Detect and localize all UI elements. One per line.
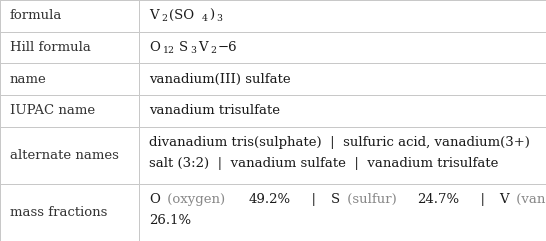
Text: (SO: (SO [169, 9, 194, 22]
Text: |: | [303, 193, 324, 206]
Text: divanadium tris(sulphate)  |  sulfuric acid, vanadium(3+): divanadium tris(sulphate) | sulfuric aci… [149, 136, 530, 149]
Text: S: S [331, 193, 340, 206]
Text: S: S [179, 41, 188, 54]
Text: ): ) [209, 9, 215, 22]
Text: 24.7%: 24.7% [418, 193, 460, 206]
Text: 49.2%: 49.2% [249, 193, 291, 206]
Bar [139, 127, 546, 184]
Text: 12: 12 [163, 46, 175, 55]
Text: (sulfur): (sulfur) [342, 193, 401, 206]
Text: 26.1%: 26.1% [149, 214, 191, 227]
Text: 4: 4 [201, 14, 207, 23]
Text: salt (3:2)  |  vanadium sulfate  |  vanadium trisulfate: salt (3:2) | vanadium sulfate | vanadium… [149, 157, 498, 170]
Bar [0, 127, 139, 184]
Text: vanadium trisulfate: vanadium trisulfate [149, 104, 280, 117]
Text: alternate names: alternate names [10, 149, 118, 162]
Text: Hill formula: Hill formula [10, 41, 91, 54]
Text: V: V [149, 9, 159, 22]
Text: (vanadium): (vanadium) [512, 193, 546, 206]
Text: V: V [500, 193, 509, 206]
Text: name: name [10, 73, 46, 86]
Text: 3: 3 [216, 14, 222, 23]
Bar [139, 63, 546, 95]
Text: mass fractions: mass fractions [10, 206, 107, 219]
Text: (oxygen): (oxygen) [163, 193, 229, 206]
Text: IUPAC name: IUPAC name [10, 104, 95, 117]
Text: formula: formula [10, 9, 62, 22]
Bar [0, 0, 139, 32]
Bar [139, 32, 546, 63]
Bar [0, 95, 139, 127]
Bar [0, 184, 139, 241]
Text: |: | [472, 193, 493, 206]
Bar [139, 95, 546, 127]
Text: V: V [198, 41, 207, 54]
Bar [0, 63, 139, 95]
Bar [139, 0, 546, 32]
Text: 2: 2 [162, 14, 168, 23]
Bar [0, 32, 139, 63]
Bar [139, 184, 546, 241]
Text: 3: 3 [191, 46, 196, 55]
Text: O: O [149, 193, 160, 206]
Text: vanadium(III) sulfate: vanadium(III) sulfate [149, 73, 290, 86]
Text: 2: 2 [210, 46, 216, 55]
Text: O: O [149, 41, 160, 54]
Text: −6: −6 [218, 41, 238, 54]
